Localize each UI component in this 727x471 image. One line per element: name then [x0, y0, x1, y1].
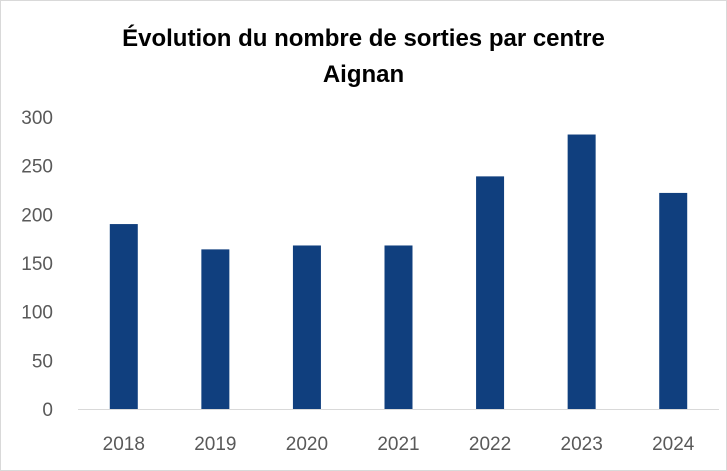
x-tick-label: 2023: [561, 434, 603, 455]
bar-2021: [384, 245, 413, 409]
y-tick-label: 150: [21, 254, 53, 275]
x-tick-label: 2019: [194, 434, 236, 455]
x-tick-label: 2022: [469, 434, 511, 455]
y-tick-label: 50: [32, 351, 53, 372]
bar-2018: [109, 224, 138, 409]
bar-2022: [476, 176, 505, 409]
y-tick-label: 250: [21, 157, 53, 178]
bar-2024: [659, 192, 688, 409]
x-tick-label: 2024: [652, 434, 695, 455]
x-tick-label: 2018: [103, 434, 145, 455]
chart-title-line-1: Évolution du nombre de sorties par centr…: [122, 25, 605, 52]
y-tick-label: 300: [21, 108, 53, 129]
y-tick-label: 100: [21, 303, 53, 324]
bar-2023: [567, 134, 596, 409]
chart-title: Évolution du nombre de sorties par centr…: [1, 21, 726, 93]
y-tick-label: 200: [21, 205, 53, 226]
x-tick-label: 2020: [286, 434, 328, 455]
y-tick-label: 0: [42, 400, 53, 421]
bar-2019: [201, 249, 230, 409]
bar-2020: [292, 245, 321, 409]
chart-title-line-2: Aignan: [322, 61, 405, 88]
x-tick-label: 2021: [377, 434, 419, 455]
